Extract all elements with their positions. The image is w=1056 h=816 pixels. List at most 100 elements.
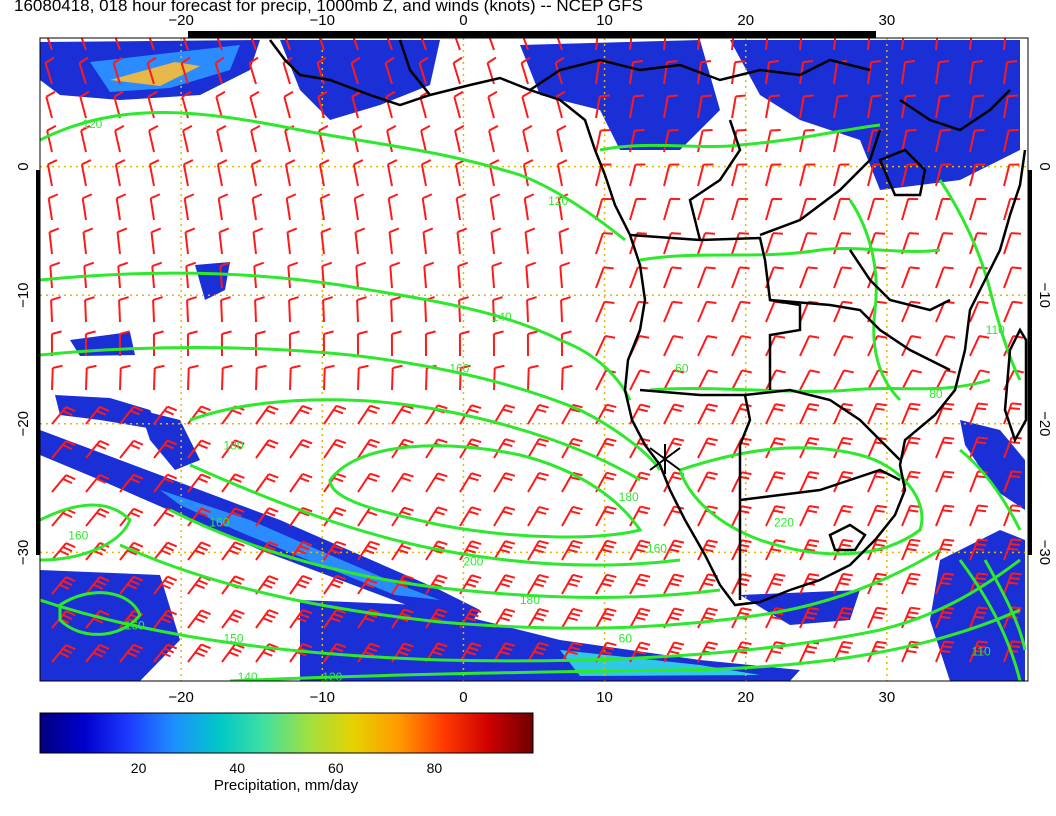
wind-barb xyxy=(969,436,988,459)
wind-barb xyxy=(216,159,228,187)
wind-barb xyxy=(80,124,91,153)
wind-barb xyxy=(935,504,955,527)
wind-barb xyxy=(425,472,448,493)
wind-barb xyxy=(595,335,616,357)
contour-line xyxy=(40,271,632,401)
wind-barb xyxy=(85,576,110,595)
wind-barb xyxy=(833,94,848,119)
wind-barb xyxy=(765,232,783,255)
wind-barb xyxy=(119,575,144,595)
wind-barb xyxy=(935,369,956,391)
wind-barb xyxy=(492,330,504,357)
wind-barb xyxy=(47,193,59,221)
wind-barb xyxy=(799,471,820,493)
wind-barb xyxy=(288,330,300,357)
wind-barb xyxy=(51,364,63,391)
wind-barb xyxy=(353,193,365,221)
wind-barb xyxy=(663,266,682,289)
contour-line xyxy=(959,448,1022,531)
wind-barb xyxy=(697,94,712,119)
wind-barb xyxy=(867,59,882,85)
wind-barb xyxy=(663,163,680,187)
wind-barb xyxy=(356,296,367,323)
precip-area xyxy=(730,40,1020,190)
wind-barb xyxy=(629,607,651,629)
wind-barb xyxy=(186,296,197,323)
wind-barb xyxy=(697,197,715,221)
wind-barb xyxy=(629,59,644,85)
wind-barb xyxy=(187,643,211,663)
wind-barb xyxy=(458,330,470,357)
wind-barb xyxy=(527,506,549,527)
wind-barb xyxy=(424,330,436,357)
wind-barb xyxy=(182,124,193,153)
wind-barb xyxy=(969,128,985,153)
country-border xyxy=(688,119,742,241)
wind-barb xyxy=(833,572,853,595)
wind-barb xyxy=(629,369,650,391)
wind-barb xyxy=(323,506,347,527)
wind-barb xyxy=(527,608,549,629)
wind-barb xyxy=(255,541,279,561)
wind-barb xyxy=(119,541,144,561)
country-border xyxy=(899,89,1011,132)
wind-barb xyxy=(187,364,199,391)
wind-barb xyxy=(319,193,331,221)
wind-barb xyxy=(183,193,195,221)
lon-tick-label: 10 xyxy=(596,12,613,29)
country-border xyxy=(759,129,882,237)
wind-barb xyxy=(80,38,87,51)
wind-barb xyxy=(119,364,131,391)
wind-barb xyxy=(289,473,313,493)
contour-line xyxy=(40,346,662,471)
contour-label: 160 xyxy=(449,361,469,375)
wind-barb xyxy=(255,439,279,459)
wind-barb xyxy=(560,296,571,323)
wind-barb xyxy=(1003,94,1018,119)
wind-barb xyxy=(391,574,414,595)
wind-barb xyxy=(85,364,97,391)
precip-area xyxy=(110,62,200,86)
wind-barb xyxy=(765,471,786,493)
wind-barb xyxy=(1003,232,1021,255)
wind-barb xyxy=(629,539,651,561)
wind-barb xyxy=(316,56,327,85)
lon-tick-label: 0 xyxy=(459,12,467,29)
wind-barb xyxy=(935,266,954,289)
wind-barb xyxy=(51,644,76,663)
wind-barb xyxy=(561,403,583,425)
wind-barb xyxy=(250,124,261,153)
wind-barb xyxy=(935,163,952,187)
contour-label: 150 xyxy=(223,631,243,645)
wind-barb xyxy=(46,159,58,187)
wind-barb xyxy=(51,576,76,595)
wind-barb xyxy=(384,56,395,85)
height-contours xyxy=(40,111,1027,681)
wind-barb xyxy=(527,472,549,493)
wind-barb xyxy=(391,364,403,391)
wind-barb xyxy=(489,193,501,221)
wind-barb xyxy=(221,364,233,391)
wind-barb xyxy=(425,540,448,561)
wind-barb xyxy=(357,364,369,391)
wind-barb xyxy=(561,364,573,391)
wind-barb xyxy=(595,128,611,153)
contour-label: 180 xyxy=(520,593,540,607)
wind-barb xyxy=(765,403,786,425)
wind-barb xyxy=(663,94,678,119)
wind-barb xyxy=(284,159,296,187)
country-border xyxy=(878,148,927,197)
wind-barb xyxy=(697,128,713,153)
wind-barb xyxy=(833,504,853,527)
wind-barb xyxy=(935,436,955,459)
wind-barb xyxy=(453,90,464,119)
wind-barb xyxy=(255,364,267,391)
contour-line xyxy=(678,446,924,556)
wind-barb xyxy=(697,232,715,255)
wind-barb xyxy=(867,504,887,527)
contour-label: 160 xyxy=(125,619,145,633)
wind-barb xyxy=(85,406,110,425)
wind-barb xyxy=(561,505,583,527)
contour-line xyxy=(40,558,1021,663)
